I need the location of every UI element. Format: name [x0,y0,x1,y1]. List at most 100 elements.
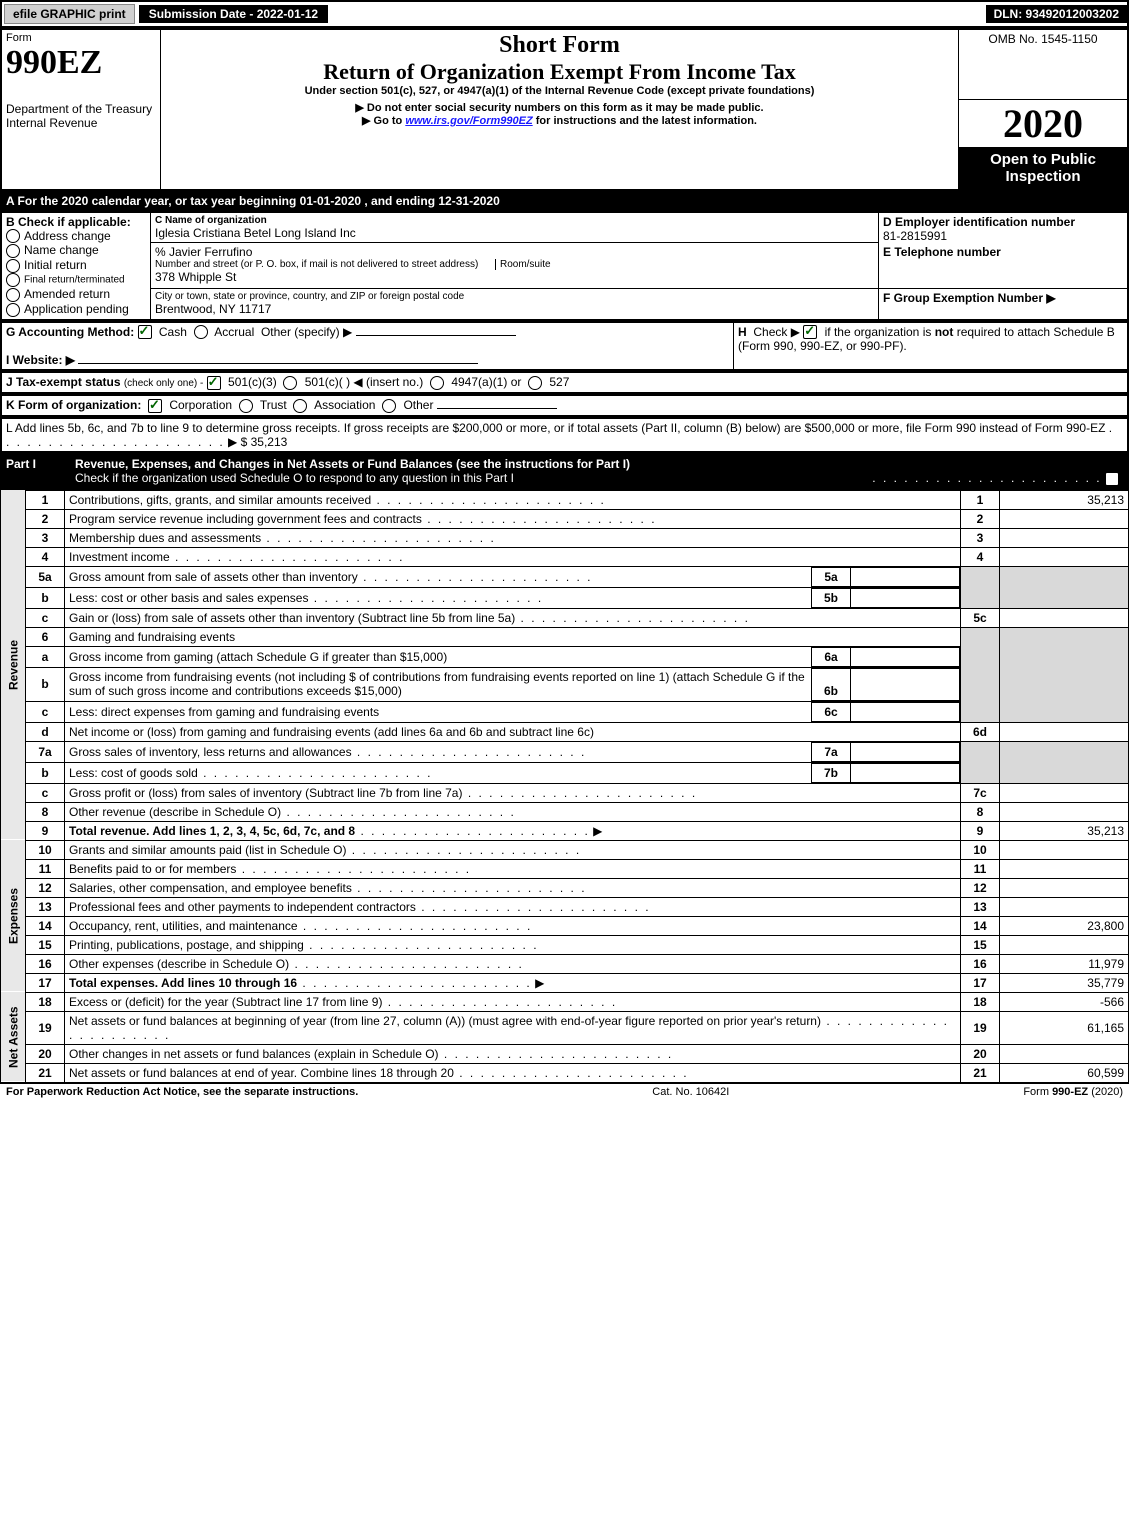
501c3-checkbox[interactable] [207,376,221,390]
line-1-no: 1 [26,490,65,509]
line-5c-val [1000,608,1129,627]
line-11-val [1000,859,1129,878]
527-checkbox[interactable] [528,376,542,390]
line-2-no: 2 [26,509,65,528]
line-12-no: 12 [26,878,65,897]
section-g-label: G Accounting Method: [6,325,134,339]
check-final-return[interactable]: Final return/terminated [6,273,146,287]
line-7b-no: b [26,762,65,783]
line-14-no: 14 [26,916,65,935]
section-l-text: L Add lines 5b, 6c, and 7b to line 9 to … [6,421,1105,435]
line-17-no: 17 [26,973,65,992]
assoc-checkbox[interactable] [293,399,307,413]
501c-checkbox[interactable] [283,376,297,390]
short-form-title: Short Form [165,32,954,59]
open-to-public: Open to Public Inspection [959,147,1127,189]
cash-checkbox[interactable] [138,325,152,339]
cash-label: Cash [159,325,187,339]
accrual-checkbox[interactable] [194,325,208,339]
schedule-b-checkbox[interactable] [803,325,817,339]
line-13-val [1000,897,1129,916]
submission-date-label: Submission Date - 2022-01-12 [139,5,328,23]
check-name-change[interactable]: Name change [6,243,146,258]
line-16-no: 16 [26,954,65,973]
line-12-val [1000,878,1129,897]
line-5c-no: c [26,608,65,627]
footer-right-prefix: Form [1023,1086,1052,1098]
line-9-box: 9 [961,821,1000,840]
line-15-box: 15 [961,935,1000,954]
section-i-label: I Website: ▶ [6,353,75,367]
efile-print-button[interactable]: efile GRAPHIC print [4,4,135,24]
top-bar: efile GRAPHIC print Submission Date - 20… [0,0,1129,28]
line-7a-no: 7a [26,741,65,762]
check-initial-return[interactable]: Initial return [6,258,146,273]
corp-checkbox[interactable] [148,399,162,413]
irs-link[interactable]: www.irs.gov/Form990EZ [405,115,532,127]
line-7b-sub: 7b [812,763,851,782]
line-12-box: 12 [961,878,1000,897]
line-17-text: Total expenses. Add lines 10 through 16 [69,976,297,990]
goto-prefix: ▶ Go to [362,115,405,127]
4947-checkbox[interactable] [430,376,444,390]
amended-return-label: Amended return [24,287,110,301]
care-of: % Javier Ferrufino [155,245,874,259]
section-k-label: K Form of organization: [6,398,141,412]
line-17-val: 35,779 [1000,973,1129,992]
line-15-val [1000,935,1129,954]
line-15-text: Printing, publications, postage, and shi… [69,938,304,952]
line-14-val: 23,800 [1000,916,1129,935]
line-11-box: 11 [961,859,1000,878]
line-21-val: 60,599 [1000,1063,1129,1082]
line-3-no: 3 [26,528,65,547]
line-18-val: -566 [1000,992,1129,1011]
line-7b-text: Less: cost of goods sold [69,766,198,780]
line-18-no: 18 [26,992,65,1011]
line-7a-sub: 7a [812,742,851,761]
line-6d-box: 6d [961,722,1000,741]
form-word: Form [6,32,156,44]
line-5b-no: b [26,587,65,608]
line-13-box: 13 [961,897,1000,916]
line-14-text: Occupancy, rent, utilities, and maintena… [69,919,298,933]
org-name: Iglesia Cristiana Betel Long Island Inc [155,226,874,240]
no-ssn-note: ▶ Do not enter social security numbers o… [165,101,954,114]
opt-association: Association [314,398,375,412]
check-application-pending[interactable]: Application pending [6,302,146,317]
j-block: J Tax-exempt status (check only one) - 5… [0,371,1129,394]
opt-corporation: Corporation [169,398,232,412]
expenses-vert-label: Expenses [1,840,26,992]
line-6-no: 6 [26,627,65,646]
line-4-no: 4 [26,547,65,566]
line-15-no: 15 [26,935,65,954]
opt-501c: 501(c)( ) ◀ (insert no.) [305,375,424,389]
trust-checkbox[interactable] [239,399,253,413]
line-8-box: 8 [961,802,1000,821]
line-6b-sub: 6b [812,668,851,700]
arrow-icon: ▶ [593,824,602,838]
line-6d-no: d [26,722,65,741]
section-f-label: F Group Exemption Number ▶ [883,291,1123,305]
line-10-box: 10 [961,840,1000,859]
line-16-text: Other expenses (describe in Schedule O) [69,957,289,971]
line-7a-text: Gross sales of inventory, less returns a… [69,745,352,759]
goto-suffix: for instructions and the latest informat… [536,115,757,127]
line-20-val [1000,1044,1129,1063]
line-19-val: 61,165 [1000,1011,1129,1044]
line-7c-no: c [26,783,65,802]
line-5c-text: Gain or (loss) from sale of assets other… [69,611,515,625]
footer-right-suffix: (2020) [1091,1086,1123,1098]
schedule-o-checkbox[interactable] [1105,472,1119,486]
line-9-text: Total revenue. Add lines 1, 2, 3, 4, 5c,… [69,824,355,838]
other-checkbox[interactable] [382,399,396,413]
line-13-no: 13 [26,897,65,916]
line-11-text: Benefits paid to or for members [69,862,236,876]
check-amended-return[interactable]: Amended return [6,287,146,302]
line-18-box: 18 [961,992,1000,1011]
line-6d-val [1000,722,1129,741]
accrual-label: Accrual [214,325,254,339]
line-6a-sub: 6a [812,647,851,666]
check-address-change[interactable]: Address change [6,229,146,244]
final-return-label: Final return/terminated [24,275,125,286]
line-6c-no: c [26,701,65,722]
